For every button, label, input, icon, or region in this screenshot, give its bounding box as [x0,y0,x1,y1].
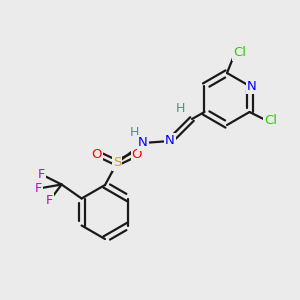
Text: Cl: Cl [264,113,277,127]
Text: S: S [113,157,121,169]
Text: H: H [129,127,139,140]
Text: Cl: Cl [233,46,247,59]
Text: N: N [165,134,175,148]
Text: F: F [38,168,45,181]
Text: N: N [138,136,148,149]
Text: F: F [35,182,42,195]
Text: F: F [46,194,53,207]
Text: O: O [92,148,102,160]
Text: N: N [247,80,256,92]
Text: O: O [132,148,142,160]
Text: H: H [175,103,185,116]
